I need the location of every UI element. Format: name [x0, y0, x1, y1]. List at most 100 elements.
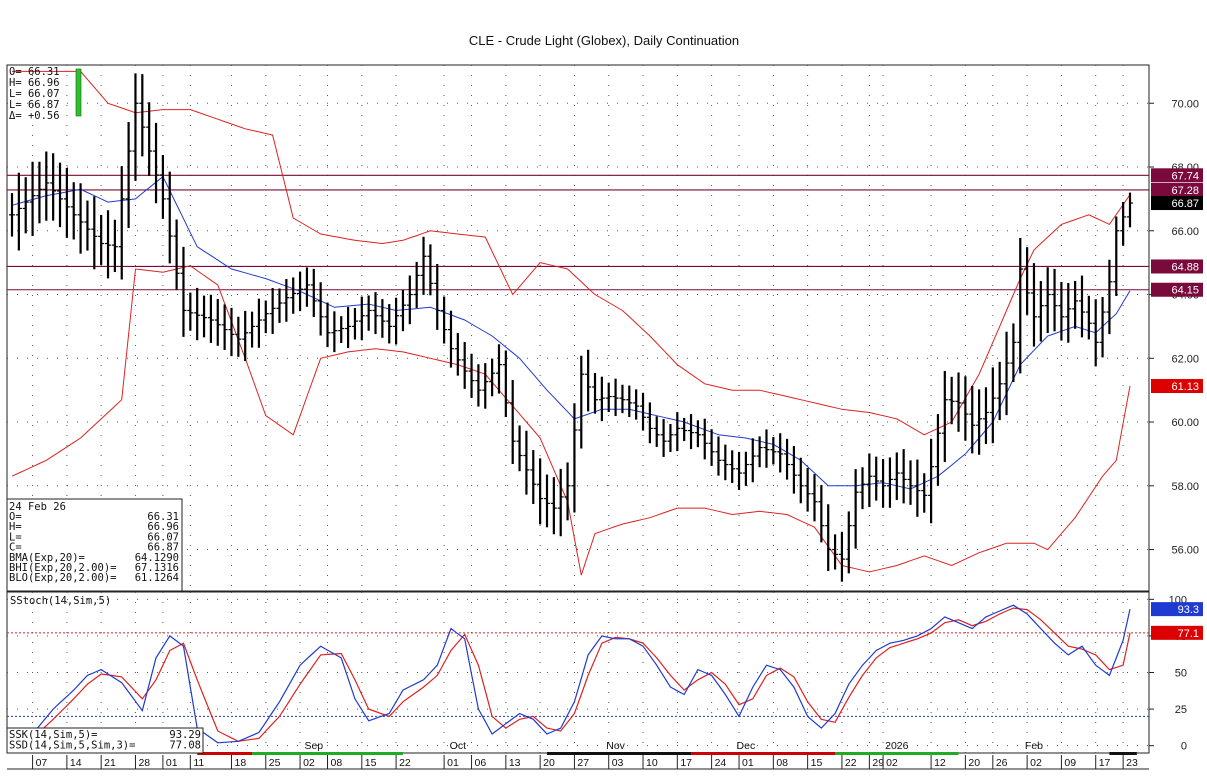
- ohlc-bar: [1099, 297, 1106, 358]
- ohlc-bar: [825, 504, 832, 571]
- level-tag-text: 64.88: [1171, 261, 1199, 273]
- ohlc-bar: [482, 363, 489, 409]
- ohlc-bar: [441, 296, 448, 344]
- ohlc-bar: [777, 433, 784, 473]
- ohlc-bar: [784, 438, 791, 480]
- day-tick-label: 02: [1030, 757, 1042, 769]
- month-band: [1109, 752, 1137, 755]
- ohlc-bar: [571, 403, 578, 513]
- day-tick-label: 14: [70, 757, 82, 769]
- day-tick-label: 28: [138, 757, 150, 769]
- bma-line: [11, 175, 1131, 490]
- readout-delta: Δ= +0.56: [9, 110, 60, 122]
- day-tick-label: 23: [1126, 757, 1138, 769]
- info-row-value: 64.1290: [135, 552, 179, 564]
- stoch-row-key: SSD(14,Sim,5,Sim,3)=: [9, 740, 135, 752]
- ohlc-bar: [619, 384, 626, 414]
- day-tick-label: 17: [1099, 757, 1111, 769]
- ohlc-bar: [331, 311, 338, 353]
- stoch-row-value: 93.29: [169, 729, 201, 741]
- ohlc-bar: [290, 277, 297, 314]
- ohlc-bar: [1072, 280, 1079, 329]
- ohlc-bar: [345, 306, 352, 349]
- price-tag-bg: [1151, 379, 1203, 394]
- day-tick-label: 13: [509, 757, 521, 769]
- ssd-line: [11, 607, 1131, 747]
- price-tick-label: 56.00: [1171, 545, 1199, 557]
- day-tick-label: 06: [475, 757, 487, 769]
- ohlc-bar: [592, 373, 599, 414]
- ohlc-bar: [873, 456, 880, 501]
- ohlc-bar: [50, 153, 57, 221]
- ohlc-bar: [1037, 281, 1044, 342]
- day-tick-label: 15: [365, 757, 377, 769]
- ohlc-bar: [43, 151, 50, 221]
- bollinger-bands: [11, 70, 1131, 576]
- ohlc-bar: [708, 429, 715, 466]
- stoch-axis: 1007550250: [1149, 594, 1187, 753]
- ohlc-bar: [797, 457, 804, 504]
- ohlc-bar: [537, 458, 544, 525]
- blo-line: [11, 265, 1131, 576]
- day-tick-label: 15: [811, 757, 823, 769]
- day-tick-label: 09: [1064, 757, 1076, 769]
- ohlc-bar: [914, 459, 921, 517]
- ohlc-bar: [77, 183, 84, 254]
- ohlc-bar: [509, 380, 516, 465]
- price-tags: 67.74 67.28 64.88 64.15 66.87 61.13 93.3 77.1: [1151, 168, 1203, 640]
- month-band: [835, 752, 959, 755]
- ohlc-bar: [729, 450, 736, 484]
- day-tick-label: 20: [543, 757, 555, 769]
- ohlc-bar: [1051, 268, 1058, 332]
- ohlc-bar: [907, 460, 914, 505]
- day-tick-label: 24: [715, 757, 727, 769]
- price-tick-label: 62.00: [1171, 353, 1199, 365]
- level-tag-bg: [1151, 259, 1203, 274]
- ohlc-bar: [900, 449, 907, 504]
- day-tick-label: 17: [680, 757, 692, 769]
- grid: [7, 65, 1149, 753]
- level-tag-text: 67.28: [1171, 185, 1199, 197]
- ohlc-readout: O= 66.31 H= 66.96 L= 66.07 L= 66.87 Δ= +…: [9, 66, 82, 122]
- info-date: 24 Feb 26: [9, 501, 66, 513]
- info-row-value: 66.31: [147, 511, 179, 523]
- price-tick-label: 60.00: [1171, 417, 1199, 429]
- day-tick-label: 22: [845, 757, 857, 769]
- price-tag-text: 61.13: [1171, 381, 1199, 393]
- day-tick-label: 01: [166, 757, 178, 769]
- stoch-tick-label: 0: [1181, 741, 1187, 753]
- price-tick-label: 58.00: [1171, 481, 1199, 493]
- ohlc-bar: [434, 263, 441, 330]
- ohlc-bar: [91, 196, 98, 270]
- ohlc-bar: [406, 275, 413, 325]
- ohlc-bar: [921, 473, 928, 513]
- level-tag-text: 64.15: [1171, 285, 1199, 297]
- ohlc-bar: [976, 389, 983, 455]
- month-label: Nov: [606, 740, 625, 752]
- info-row-key: H=: [9, 521, 22, 533]
- info-row-key: L=: [9, 531, 22, 543]
- chart-title: CLE - Crude Light (Globex), Daily Contin…: [469, 33, 739, 48]
- ohlc-bar: [393, 297, 400, 345]
- ohlc-bar: [63, 167, 70, 238]
- day-tick-label: 02: [886, 757, 898, 769]
- ohlc-bar: [105, 210, 112, 279]
- ohlc-bar: [365, 295, 372, 331]
- ohlc-bar: [454, 332, 461, 376]
- ohlc-bar: [1085, 295, 1092, 340]
- day-tick-label: 26: [996, 757, 1008, 769]
- day-tick-label: 22: [399, 757, 411, 769]
- month-band: [691, 752, 836, 755]
- stochastic-lines: [11, 604, 1131, 747]
- ohlc-bar: [324, 302, 331, 348]
- ohlc-bar: [57, 162, 64, 228]
- ohlc-bar: [386, 304, 393, 344]
- ohlc-bar: [1010, 323, 1017, 382]
- ohlc-bar: [605, 382, 612, 413]
- ohlc-bar: [153, 122, 160, 204]
- day-tick-label: 29: [872, 757, 884, 769]
- ohlc-bar: [358, 296, 365, 341]
- ohlc-bar: [667, 424, 674, 452]
